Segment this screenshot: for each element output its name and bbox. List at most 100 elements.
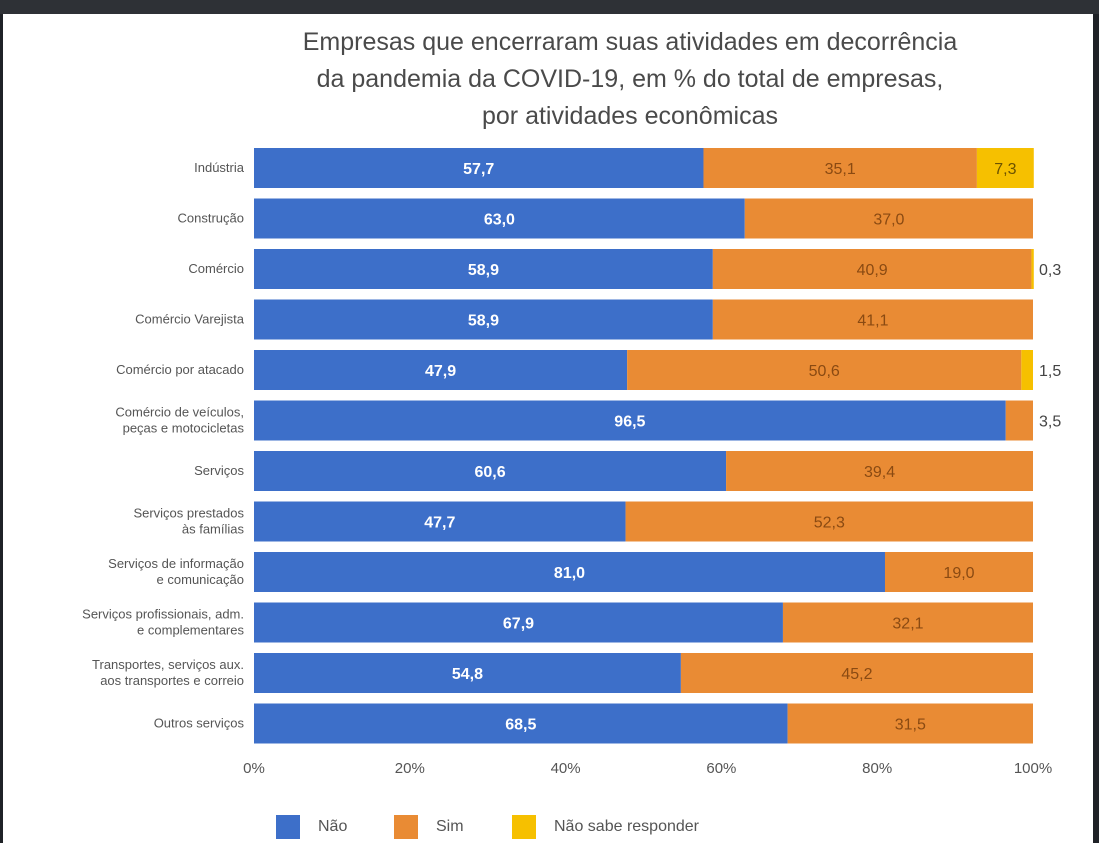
x-tick-label: 100%: [1014, 760, 1052, 777]
bar-segment-sim: [744, 198, 1033, 239]
legend-label-sim: Sim: [436, 818, 464, 835]
category-label: Indústria: [194, 160, 245, 175]
bar-segment-sim: [787, 703, 1033, 744]
category-label-line: Outros serviços: [154, 716, 245, 731]
category-label: Construção: [178, 211, 244, 226]
category-label: Transportes, serviços aux. aos transporte…: [92, 657, 244, 688]
bar-segment-sim: [712, 249, 1032, 289]
data-label: 19,0: [943, 565, 974, 582]
data-label: 50,6: [809, 363, 840, 380]
chart-title-line-2: da pandemia da COVID-19, em % do total d…: [316, 65, 944, 93]
bar-segment-nao-sabe: [1031, 249, 1034, 289]
category-label: Comércio Varejista: [135, 312, 245, 327]
bar-segment-nao: [254, 198, 745, 239]
data-label: 40,9: [857, 262, 888, 279]
category-label-line: Serviços de informação: [108, 556, 244, 571]
window-left-border: [0, 14, 3, 843]
data-label: 67,9: [503, 616, 534, 633]
data-label: 60,6: [474, 464, 505, 481]
data-label: 47,7: [424, 515, 455, 532]
category-label: Comércio de veículos, peças e motocicleta…: [115, 405, 244, 436]
category-label-line: Comércio de veículos,: [115, 405, 244, 420]
data-label: 39,4: [864, 464, 895, 481]
bar-segment-nao: [254, 400, 1006, 441]
data-label: 52,3: [814, 515, 845, 532]
x-tick-label: 0%: [243, 760, 265, 777]
category-label-line: e complementares: [137, 623, 244, 638]
data-label: 45,2: [841, 666, 872, 683]
data-label: 63,0: [484, 212, 515, 229]
bar-segment-nao: [254, 501, 626, 542]
category-label-line: peças e motocicletas: [123, 421, 245, 436]
bar-segment-nao: [254, 148, 704, 188]
window-right-border: [1093, 14, 1099, 843]
bar-segment-nao: [254, 299, 713, 340]
category-label-line: Comércio Varejista: [135, 312, 245, 327]
data-label: 81,0: [554, 565, 585, 582]
category-label-line: Serviços prestados: [133, 506, 244, 521]
data-label: 68,5: [505, 717, 536, 734]
bar-segment-sim: [712, 299, 1033, 340]
bar-segment-sim: [703, 148, 977, 188]
category-label: Serviços profissionais, adm. e complement…: [82, 607, 244, 638]
bar-segment-sim: [726, 451, 1033, 491]
legend-label-nao-sabe: Não sabe responder: [554, 818, 699, 835]
category-label-line: Comércio: [188, 261, 244, 276]
category-label: Comércio por atacado: [116, 362, 244, 377]
chart-title: Empresas que encerraram suas atividades …: [250, 24, 1010, 135]
data-label: 1,5: [1039, 363, 1061, 380]
bar-segment-sim: [1005, 400, 1033, 441]
bar-segment-nao: [254, 602, 783, 643]
category-label: Comércio: [188, 261, 244, 276]
category-label-line: Serviços profissionais, adm.: [82, 607, 244, 622]
category-label-line: Serviços: [194, 463, 244, 478]
category-label: Serviços prestados às famílias: [133, 506, 244, 537]
data-label: 57,7: [463, 161, 494, 178]
bar-segment-sim: [680, 653, 1033, 693]
data-label: 0,3: [1039, 262, 1061, 279]
chart-title-line-3: por atividades econômicas: [482, 102, 778, 130]
data-label: 58,9: [468, 262, 499, 279]
category-label: Serviços: [194, 463, 244, 478]
data-label: 32,1: [892, 616, 923, 633]
category-label-line: Construção: [178, 211, 244, 226]
category-label-line: Indústria: [194, 160, 245, 175]
data-label: 31,5: [895, 717, 926, 734]
bar-segment-nao: [254, 703, 788, 744]
bar-segment-nao: [254, 653, 681, 693]
legend-swatch-sim: [394, 815, 418, 839]
bar-segment-nao: [254, 451, 727, 491]
chart-legend: Não Sim Não sabe responder: [0, 814, 1099, 840]
legend-item-nao: Não: [276, 814, 347, 840]
category-label-line: aos transportes e correio: [100, 673, 244, 688]
bar-segment-nao-sabe: [976, 148, 1034, 188]
category-label-line: Transportes, serviços aux.: [92, 657, 244, 672]
window-top-bar: [0, 0, 1099, 14]
bar-segment-nao: [254, 552, 885, 592]
data-label: 3,5: [1039, 414, 1061, 431]
bar-segment-sim: [782, 602, 1033, 643]
legend-item-sim: Sim: [394, 814, 464, 840]
data-label: 41,1: [857, 313, 888, 330]
data-label: 37,0: [873, 212, 904, 229]
legend-item-nao-sabe: Não sabe responder: [512, 814, 699, 840]
chart-title-line-1: Empresas que encerraram suas atividades …: [302, 28, 958, 56]
category-label: Serviços de informação e comunicação: [108, 556, 244, 587]
legend-swatch-nao: [276, 815, 300, 839]
legend-label-nao: Não: [318, 818, 348, 835]
category-label: Outros serviços: [154, 716, 245, 731]
bar-segment-sim: [625, 501, 1033, 542]
x-tick-label: 60%: [706, 760, 736, 777]
legend-swatch-nao-sabe: [512, 815, 536, 839]
x-tick-label: 20%: [395, 760, 425, 777]
x-tick-label: 40%: [551, 760, 581, 777]
bar-segment-nao: [254, 249, 713, 289]
bar-segment-sim: [884, 552, 1033, 592]
data-label: 54,8: [452, 666, 483, 683]
category-label-line: Comércio por atacado: [116, 362, 244, 377]
x-tick-label: 80%: [862, 760, 892, 777]
data-label: 35,1: [825, 161, 856, 178]
data-label: 58,9: [468, 313, 499, 330]
bar-segment-sim: [627, 350, 1022, 390]
